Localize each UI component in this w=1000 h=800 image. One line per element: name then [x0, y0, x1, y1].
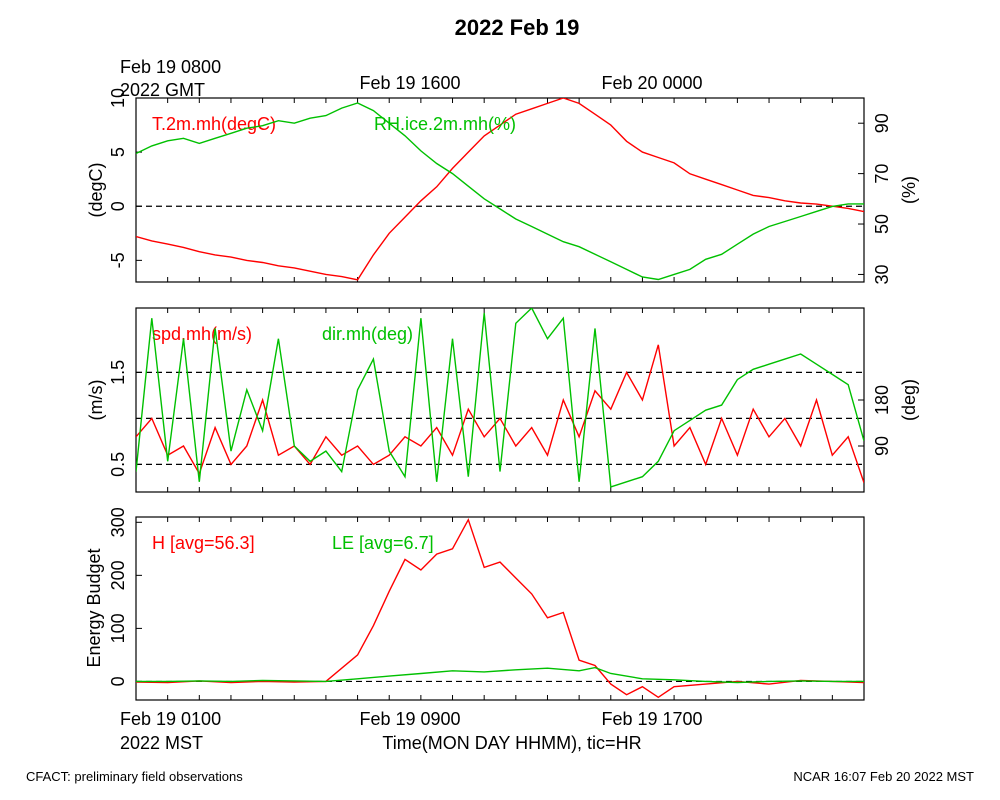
y-tick-label-left: 5: [108, 147, 128, 157]
y-tick-label-left: 0.5: [108, 452, 128, 477]
legend-red: T.2m.mh(degC): [152, 114, 276, 134]
top-axis-label-1-line2: 2022 GMT: [120, 80, 205, 100]
panel-3-frame: [135, 516, 865, 701]
y-tick-label-left: 1.5: [108, 360, 128, 385]
bottom-axis-label-2: Feb 19 0900: [359, 709, 460, 729]
y-tick-label-left: 10: [108, 88, 128, 108]
y-tick-label-left: -5: [108, 252, 128, 268]
y-tick-label-left: 200: [108, 560, 128, 590]
panel-2-ylabel-left: (m/s): [86, 380, 106, 421]
footer-left: CFACT: preliminary field observations: [26, 769, 243, 784]
y-tick-label-right: 70: [872, 164, 892, 184]
panel-1-ylabel-right: (%): [899, 176, 919, 204]
y-tick-label-left: 0: [108, 676, 128, 686]
top-axis-label-3: Feb 20 0000: [601, 73, 702, 93]
bottom-axis-label-3: Feb 19 1700: [601, 709, 702, 729]
bottom-axis-xlabel: Time(MON DAY HHMM), tic=HR: [382, 733, 641, 753]
y-tick-label-right: 90: [872, 436, 892, 456]
panel-3-ylabel-left: Energy Budget: [84, 548, 104, 667]
legend-red: spd.mh(m/s): [152, 324, 252, 344]
top-axis-label-2: Feb 19 1600: [359, 73, 460, 93]
legend-red: H [avg=56.3]: [152, 533, 255, 553]
series-line-red: [136, 344, 864, 484]
chart-title: 2022 Feb 19: [455, 15, 580, 40]
bottom-axis-label-1-line2: 2022 MST: [120, 733, 203, 753]
series-line-green: [136, 102, 864, 281]
legend-green: RH.ice.2m.mh(%): [374, 114, 516, 134]
y-tick-label-right: 90: [872, 113, 892, 133]
y-tick-label-left: 0: [108, 201, 128, 211]
chart-marks: -5 0 5 10 30 50 70 90 T.2m.mh(degC) RH.ice.2m.mh(…: [108, 88, 892, 700]
bottom-axis-label-1-line1: Feb 19 0100: [120, 709, 221, 729]
y-tick-label-right: 30: [872, 264, 892, 284]
footer-right: NCAR 16:07 Feb 20 2022 MST: [793, 769, 974, 784]
series-line-green: [136, 308, 864, 488]
y-tick-label-left: 100: [108, 613, 128, 643]
panel-1-frame: [135, 97, 865, 283]
top-axis-label-1-line1: Feb 19 0800: [120, 57, 221, 77]
panel-1-ylabel-left: (degC): [86, 162, 106, 217]
series-line-red: [136, 98, 864, 281]
legend-green: LE [avg=6.7]: [332, 533, 434, 553]
y-tick-label-right: 50: [872, 214, 892, 234]
y-tick-label-right: 180: [872, 385, 892, 415]
legend-green: dir.mh(deg): [322, 324, 413, 344]
series-line-green: [136, 666, 864, 684]
panel-2-ylabel-right: (deg): [899, 379, 919, 421]
y-tick-label-left: 300: [108, 507, 128, 537]
